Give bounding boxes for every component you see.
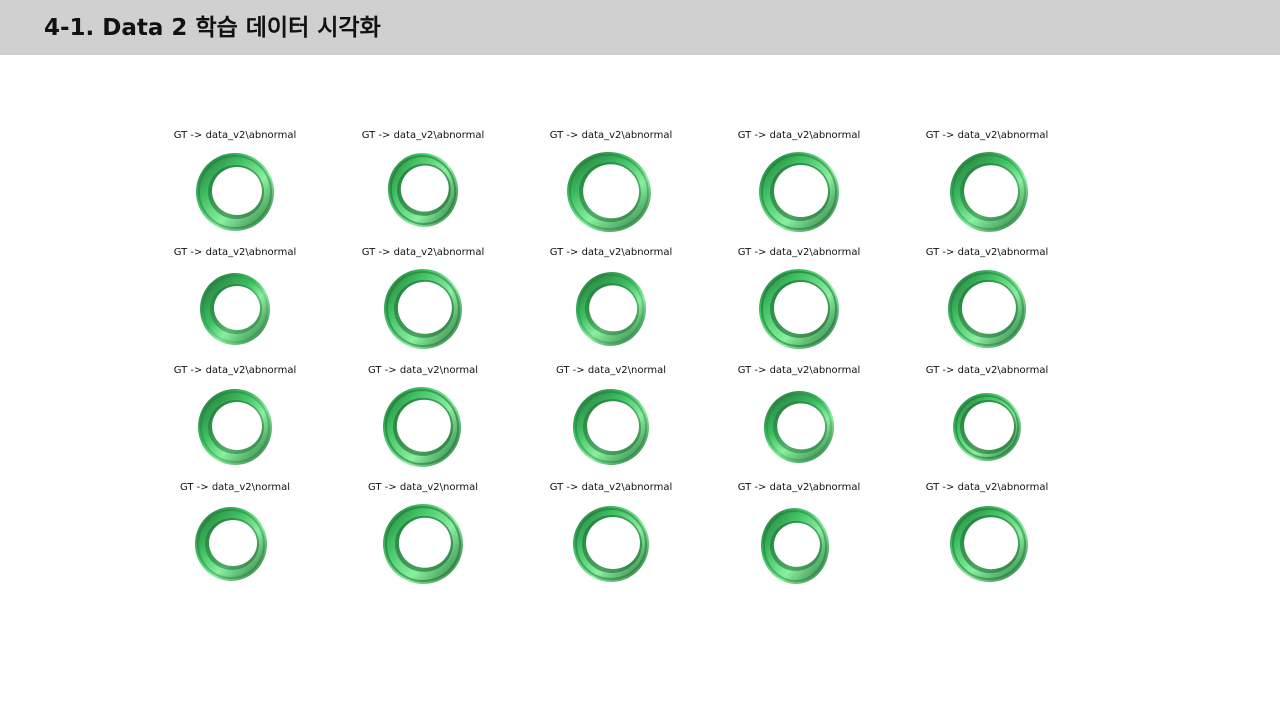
sample-caption: GT -> data_v2\abnormal xyxy=(737,130,861,141)
ring-sample-image xyxy=(200,273,270,345)
ring-sample-image xyxy=(948,270,1026,348)
sample-cell: GT -> data_v2\abnormal xyxy=(705,128,893,245)
sample-cell: GT -> data_v2\abnormal xyxy=(517,480,705,597)
ring-sample-image xyxy=(575,272,647,346)
sample-cell: GT -> data_v2\abnormal xyxy=(517,128,705,245)
sample-caption: GT -> data_v2\abnormal xyxy=(361,130,485,141)
sample-cell: GT -> data_v2\abnormal xyxy=(893,245,1081,362)
sample-cell: GT -> data_v2\abnormal xyxy=(141,363,329,480)
sample-caption: GT -> data_v2\abnormal xyxy=(549,247,673,258)
ring-sample-image xyxy=(950,505,1028,583)
ring-sample-image xyxy=(195,507,267,581)
ring-sample-image xyxy=(759,269,839,349)
ring-sample-image xyxy=(763,391,835,463)
sample-caption: GT -> data_v2\normal xyxy=(555,365,667,376)
ring-sample-image xyxy=(383,269,463,349)
sample-caption: GT -> data_v2\normal xyxy=(367,482,479,493)
header-bar: 4-1. Data 2 학습 데이터 시각화 xyxy=(0,0,1280,55)
sample-cell: GT -> data_v2\abnormal xyxy=(141,245,329,362)
sample-cell: GT -> data_v2\normal xyxy=(329,480,517,597)
ring-sample-image xyxy=(949,152,1029,232)
sample-caption: GT -> data_v2\abnormal xyxy=(173,130,297,141)
sample-caption: GT -> data_v2\abnormal xyxy=(549,130,673,141)
sample-cell: GT -> data_v2\normal xyxy=(517,363,705,480)
sample-caption: GT -> data_v2\abnormal xyxy=(925,130,1049,141)
ring-sample-image xyxy=(759,152,839,232)
sample-cell: GT -> data_v2\abnormal xyxy=(705,480,893,597)
sample-caption: GT -> data_v2\abnormal xyxy=(925,365,1049,376)
sample-caption: GT -> data_v2\abnormal xyxy=(361,247,485,258)
sample-caption: GT -> data_v2\abnormal xyxy=(737,247,861,258)
sample-cell: GT -> data_v2\abnormal xyxy=(705,245,893,362)
sample-cell: GT -> data_v2\abnormal xyxy=(517,245,705,362)
sample-caption: GT -> data_v2\normal xyxy=(179,482,291,493)
ring-sample-image xyxy=(760,508,830,584)
sample-caption: GT -> data_v2\abnormal xyxy=(549,482,673,493)
sample-caption: GT -> data_v2\abnormal xyxy=(173,365,297,376)
ring-sample-image xyxy=(198,389,272,465)
sample-cell: GT -> data_v2\normal xyxy=(329,363,517,480)
sample-cell: GT -> data_v2\abnormal xyxy=(329,245,517,362)
sample-cell: GT -> data_v2\abnormal xyxy=(893,128,1081,245)
sample-caption: GT -> data_v2\abnormal xyxy=(737,365,861,376)
ring-sample-image xyxy=(567,151,651,233)
sample-caption: GT -> data_v2\abnormal xyxy=(925,247,1049,258)
sample-caption: GT -> data_v2\abnormal xyxy=(925,482,1049,493)
sample-cell: GT -> data_v2\abnormal xyxy=(329,128,517,245)
ring-sample-image xyxy=(196,153,274,231)
sample-image-grid: GT -> data_v2\abnormal GT -> data_v2\abn… xyxy=(141,128,1081,598)
sample-caption: GT -> data_v2\abnormal xyxy=(737,482,861,493)
sample-cell: GT -> data_v2\abnormal xyxy=(893,363,1081,480)
slide-title: 4-1. Data 2 학습 데이터 시각화 xyxy=(44,15,381,41)
sample-cell: GT -> data_v2\normal xyxy=(141,480,329,597)
sample-caption: GT -> data_v2\normal xyxy=(367,365,479,376)
sample-cell: GT -> data_v2\abnormal xyxy=(141,128,329,245)
ring-sample-image xyxy=(953,393,1021,461)
ring-sample-image xyxy=(573,506,649,582)
ring-sample-image xyxy=(387,153,459,227)
ring-sample-image xyxy=(573,389,649,465)
sample-cell: GT -> data_v2\abnormal xyxy=(705,363,893,480)
ring-sample-image xyxy=(382,387,462,467)
ring-sample-image xyxy=(383,504,463,584)
sample-cell: GT -> data_v2\abnormal xyxy=(893,480,1081,597)
sample-caption: GT -> data_v2\abnormal xyxy=(173,247,297,258)
